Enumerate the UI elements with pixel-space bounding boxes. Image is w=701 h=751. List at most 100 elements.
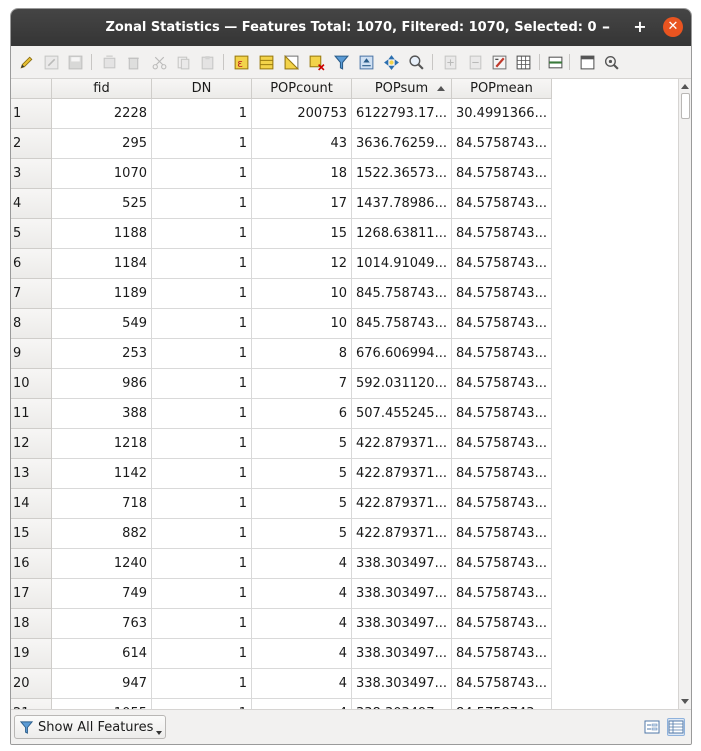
table-cell-popsum[interactable]: 1522.36573... xyxy=(352,159,452,189)
row-number[interactable]: 10 xyxy=(11,369,52,399)
new-field-icon[interactable] xyxy=(440,52,460,72)
table-cell-fid[interactable]: 1184 xyxy=(52,249,152,279)
table-cell-popsum[interactable]: 3636.76259... xyxy=(352,129,452,159)
select-by-expression-icon[interactable]: ε xyxy=(231,52,251,72)
table-cell-fid[interactable]: 388 xyxy=(52,399,152,429)
table-row[interactable]: 19 614 1 4 338.303497... 84.5758743... xyxy=(11,639,552,669)
table-cell-popsum[interactable]: 338.303497... xyxy=(352,579,452,609)
table-cell-fid[interactable]: 295 xyxy=(52,129,152,159)
table-row[interactable]: 11 388 1 6 507.455245... 84.5758743... xyxy=(11,399,552,429)
reload-icon[interactable] xyxy=(99,52,119,72)
table-cell-fid[interactable]: 253 xyxy=(52,339,152,369)
table-cell-fid[interactable]: 549 xyxy=(52,309,152,339)
table-cell-popsum[interactable]: 338.303497... xyxy=(352,549,452,579)
table-cell-popcount[interactable]: 4 xyxy=(252,699,352,709)
table-cell-popcount[interactable]: 8 xyxy=(252,339,352,369)
table-cell-fid[interactable]: 1055 xyxy=(52,699,152,709)
table-cell-fid[interactable]: 1142 xyxy=(52,459,152,489)
table-cell-popmean[interactable]: 84.5758743... xyxy=(452,489,552,519)
invert-selection-icon[interactable] xyxy=(281,52,301,72)
row-number[interactable]: 4 xyxy=(11,189,52,219)
delete-field-icon[interactable] xyxy=(465,52,485,72)
table-cell-popcount[interactable]: 18 xyxy=(252,159,352,189)
row-number[interactable]: 12 xyxy=(11,429,52,459)
actions-icon[interactable] xyxy=(577,52,597,72)
table-row[interactable]: 7 1189 1 10 845.758743... 84.5758743... xyxy=(11,279,552,309)
table-row[interactable]: 8 549 1 10 845.758743... 84.5758743... xyxy=(11,309,552,339)
table-cell-popcount[interactable]: 17 xyxy=(252,189,352,219)
row-number[interactable]: 17 xyxy=(11,579,52,609)
table-cell-dn[interactable]: 1 xyxy=(152,129,252,159)
table-cell-fid[interactable]: 763 xyxy=(52,609,152,639)
table-cell-popmean[interactable]: 84.5758743... xyxy=(452,189,552,219)
table-cell-popmean[interactable]: 84.5758743... xyxy=(452,279,552,309)
table-cell-fid[interactable]: 986 xyxy=(52,369,152,399)
table-cell-fid[interactable]: 718 xyxy=(52,489,152,519)
minimize-button[interactable]: – xyxy=(602,17,610,36)
conditional-formatting-icon[interactable] xyxy=(513,52,533,72)
table-cell-fid[interactable]: 1070 xyxy=(52,159,152,189)
table-cell-popcount[interactable]: 12 xyxy=(252,249,352,279)
table-row[interactable]: 17 749 1 4 338.303497... 84.5758743... xyxy=(11,579,552,609)
table-cell-dn[interactable]: 1 xyxy=(152,399,252,429)
row-number[interactable]: 14 xyxy=(11,489,52,519)
row-number[interactable]: 20 xyxy=(11,669,52,699)
table-cell-popsum[interactable]: 1437.78986... xyxy=(352,189,452,219)
row-number[interactable]: 18 xyxy=(11,609,52,639)
table-cell-dn[interactable]: 1 xyxy=(152,99,252,129)
row-number[interactable]: 15 xyxy=(11,519,52,549)
table-row[interactable]: 15 882 1 5 422.879371... 84.5758743... xyxy=(11,519,552,549)
table-cell-fid[interactable]: 1240 xyxy=(52,549,152,579)
table-cell-fid[interactable]: 1188 xyxy=(52,219,152,249)
zoom-to-selected-icon[interactable] xyxy=(406,52,426,72)
table-row[interactable]: 21105514338.303497...84.5758743... xyxy=(11,699,552,709)
table-cell-popsum[interactable]: 845.758743... xyxy=(352,309,452,339)
attribute-table[interactable]: fid DN POPcount POPsum POPmean 1 2228 1 200… xyxy=(11,79,678,709)
table-cell-popsum[interactable]: 1014.91049... xyxy=(352,249,452,279)
row-number[interactable]: 16 xyxy=(11,549,52,579)
row-number[interactable]: 5 xyxy=(11,219,52,249)
table-row[interactable]: 2 295 1 43 3636.76259... 84.5758743... xyxy=(11,129,552,159)
table-cell-fid[interactable]: 947 xyxy=(52,669,152,699)
title-bar[interactable]: Zonal Statistics — Features Total: 1070,… xyxy=(11,9,691,46)
show-all-features-button[interactable]: Show All Features xyxy=(14,715,166,739)
table-cell-fid[interactable]: 1189 xyxy=(52,279,152,309)
table-row[interactable]: 1 2228 1 200753 6122793.17... 30.4991366... xyxy=(11,99,552,129)
table-cell-popmean[interactable]: 84.5758743... xyxy=(452,609,552,639)
pencil-icon[interactable] xyxy=(16,52,36,72)
table-cell-dn[interactable]: 1 xyxy=(152,549,252,579)
save-icon[interactable] xyxy=(65,52,85,72)
table-cell-popmean[interactable]: 30.4991366... xyxy=(452,99,552,129)
column-header-popmean[interactable]: POPmean xyxy=(452,79,552,99)
table-cell-dn[interactable]: 1 xyxy=(152,639,252,669)
row-number[interactable]: 1 xyxy=(11,99,52,129)
row-number[interactable]: 2 xyxy=(11,129,52,159)
table-cell-dn[interactable]: 1 xyxy=(152,699,252,709)
column-header-popsum[interactable]: POPsum xyxy=(352,79,452,99)
scroll-down-icon[interactable] xyxy=(681,699,689,704)
row-number[interactable]: 21 xyxy=(11,699,52,709)
table-cell-popsum[interactable]: 592.031120... xyxy=(352,369,452,399)
table-row[interactable]: 10 986 1 7 592.031120... 84.5758743... xyxy=(11,369,552,399)
table-row[interactable]: 4 525 1 17 1437.78986... 84.5758743... xyxy=(11,189,552,219)
table-cell-dn[interactable]: 1 xyxy=(152,519,252,549)
table-row[interactable]: 16 1240 1 4 338.303497... 84.5758743... xyxy=(11,549,552,579)
close-button[interactable]: ✕ xyxy=(663,17,683,37)
table-cell-dn[interactable]: 1 xyxy=(152,459,252,489)
table-cell-popcount[interactable]: 4 xyxy=(252,579,352,609)
table-cell-fid[interactable]: 1218 xyxy=(52,429,152,459)
table-cell-popcount[interactable]: 4 xyxy=(252,669,352,699)
table-cell-dn[interactable]: 1 xyxy=(152,339,252,369)
table-cell-popsum[interactable]: 6122793.17... xyxy=(352,99,452,129)
row-number[interactable]: 8 xyxy=(11,309,52,339)
field-calculator-icon[interactable] xyxy=(489,52,509,72)
table-cell-popcount[interactable]: 5 xyxy=(252,429,352,459)
table-row[interactable]: 13 1142 1 5 422.879371... 84.5758743... xyxy=(11,459,552,489)
table-cell-popsum[interactable]: 422.879371... xyxy=(352,459,452,489)
table-cell-fid[interactable]: 525 xyxy=(52,189,152,219)
table-cell-popcount[interactable]: 4 xyxy=(252,639,352,669)
table-cell-popcount[interactable]: 5 xyxy=(252,459,352,489)
table-cell-dn[interactable]: 1 xyxy=(152,489,252,519)
row-number[interactable]: 11 xyxy=(11,399,52,429)
table-cell-fid[interactable]: 614 xyxy=(52,639,152,669)
